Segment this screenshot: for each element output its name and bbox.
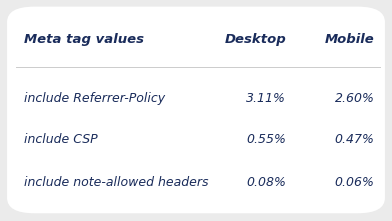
Text: include CSP: include CSP — [24, 133, 97, 146]
Text: Desktop: Desktop — [224, 33, 286, 46]
Text: include note-allowed headers: include note-allowed headers — [24, 176, 208, 189]
Text: 0.47%: 0.47% — [334, 133, 374, 146]
FancyBboxPatch shape — [7, 7, 385, 213]
Text: Meta tag values: Meta tag values — [24, 33, 143, 46]
Text: include Referrer-Policy: include Referrer-Policy — [24, 92, 165, 105]
Text: 0.08%: 0.08% — [246, 176, 286, 189]
Text: Mobile: Mobile — [325, 33, 374, 46]
Text: 3.11%: 3.11% — [246, 92, 286, 105]
Text: 2.60%: 2.60% — [334, 92, 374, 105]
Text: 0.55%: 0.55% — [246, 133, 286, 146]
Text: 0.06%: 0.06% — [334, 176, 374, 189]
